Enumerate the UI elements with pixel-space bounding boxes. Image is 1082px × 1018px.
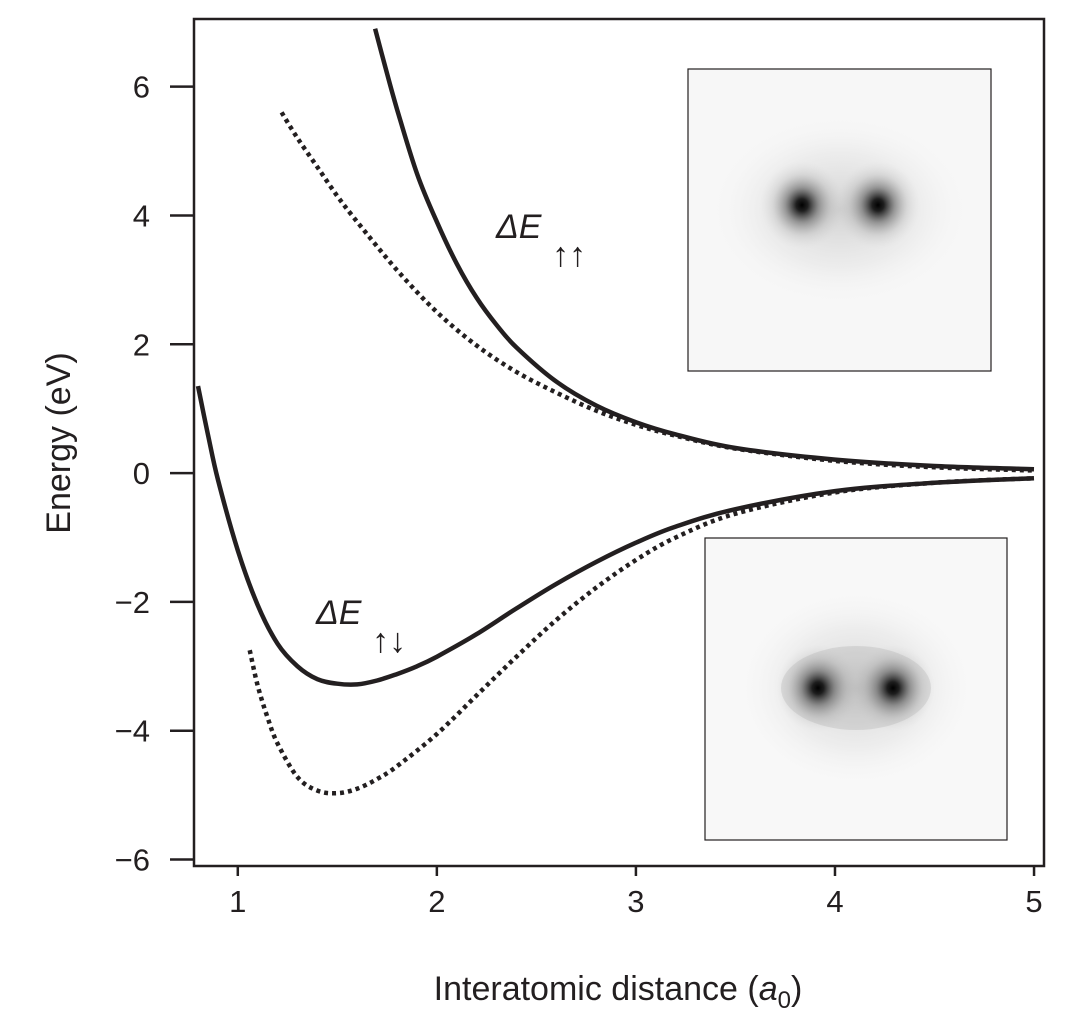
axis-ticks: 1 2 3 4 5 6 4 2 0 −2 −4 −6 bbox=[115, 70, 1043, 919]
singlet-density-inset bbox=[704, 537, 1008, 841]
x-tick-label: 1 bbox=[229, 884, 246, 919]
plot-frame bbox=[192, 17, 1046, 868]
series-group bbox=[195, 28, 1035, 796]
x-tick-label: 5 bbox=[1025, 884, 1042, 919]
svg-text:ΔE: ΔE bbox=[495, 208, 542, 246]
x-axis-label: Interatomic distance (a0) bbox=[434, 970, 803, 1014]
y-tick-label: 4 bbox=[133, 198, 150, 233]
x-tick-label: 3 bbox=[627, 884, 644, 919]
y-tick-label: 6 bbox=[133, 70, 150, 105]
triplet-density-inset bbox=[687, 68, 992, 372]
singlet-dotted-curve bbox=[247, 475, 1035, 796]
svg-text:ΔE: ΔE bbox=[315, 594, 362, 632]
svg-text:↑↑: ↑↑ bbox=[552, 236, 586, 274]
svg-text:↑↓: ↑↓ bbox=[372, 622, 406, 660]
y-tick-label: 2 bbox=[133, 327, 150, 362]
y-axis-label: Energy (eV) bbox=[40, 352, 78, 533]
singlet-energy-curve bbox=[195, 385, 1035, 687]
y-tick-label: 0 bbox=[133, 456, 150, 491]
y-tick-label: −4 bbox=[115, 714, 150, 749]
x-tick-label: 2 bbox=[428, 884, 445, 919]
x-tick-label: 4 bbox=[826, 884, 843, 919]
annotation-delta-e-antiparallel: ΔE ↑↓ bbox=[315, 594, 406, 660]
y-tick-label: −6 bbox=[115, 843, 150, 878]
y-tick-label: −2 bbox=[115, 585, 150, 620]
annotation-delta-e-parallel: ΔE ↑↑ bbox=[495, 208, 586, 274]
